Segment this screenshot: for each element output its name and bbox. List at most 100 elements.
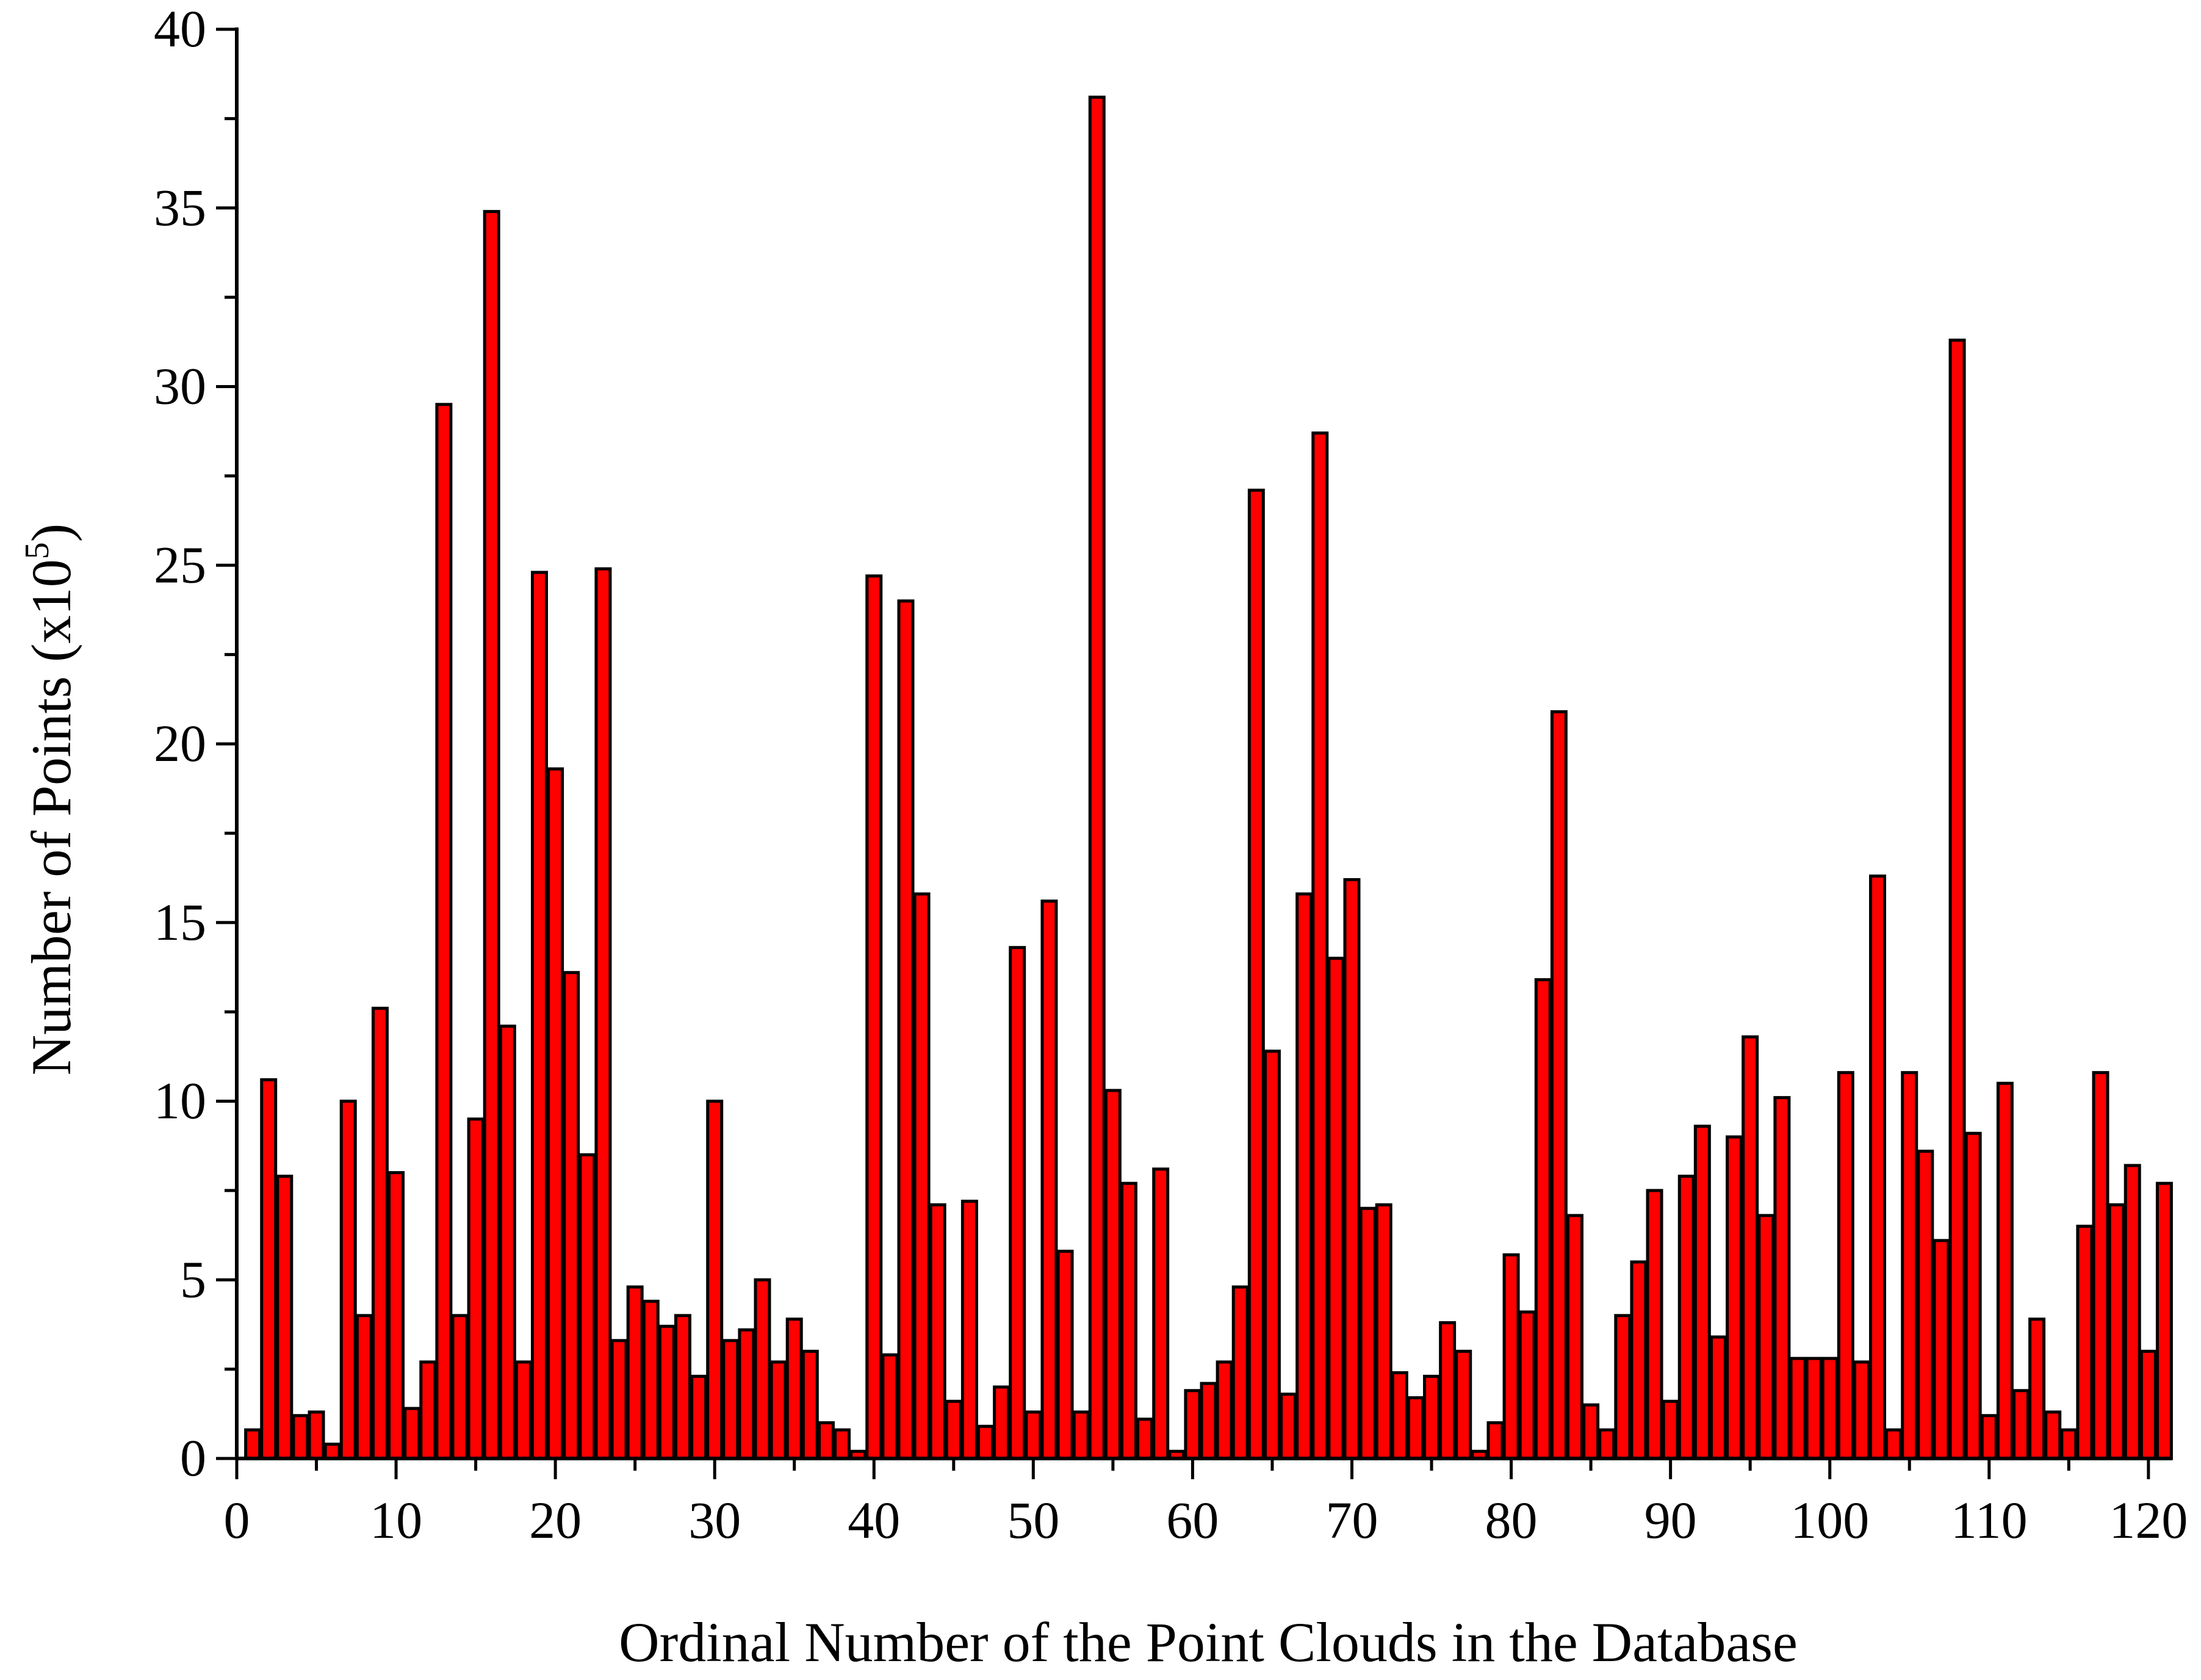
x-tick-label: 70 [1325, 1491, 1378, 1549]
bar-110 [1980, 1414, 1998, 1460]
bar-17 [499, 1025, 516, 1460]
bar-92 [1693, 1124, 1711, 1460]
y-tick-label: 30 [154, 357, 206, 416]
bar-9 [371, 1006, 389, 1460]
bar-80 [1502, 1253, 1520, 1460]
bar-100 [1821, 1357, 1839, 1460]
bar-93 [1709, 1335, 1727, 1460]
bar-32 [738, 1328, 755, 1460]
x-tick-label: 30 [688, 1491, 741, 1549]
y-tick-label: 25 [154, 535, 206, 594]
bar-91 [1677, 1174, 1695, 1460]
bar-121 [2155, 1181, 2173, 1460]
bar-64 [1247, 488, 1265, 1460]
x-axis-title: Ordinal Number of the Point Clouds in th… [619, 1611, 1798, 1673]
x-tick-label: 10 [370, 1491, 422, 1549]
bar-72 [1375, 1203, 1392, 1460]
bar-40 [865, 574, 883, 1460]
y-tick-label: 15 [154, 893, 206, 951]
bar-68 [1311, 431, 1329, 1460]
bar-103 [1869, 874, 1887, 1460]
bar-99 [1805, 1357, 1823, 1460]
bar-12 [419, 1360, 437, 1460]
bar-6 [323, 1443, 341, 1460]
bar-116 [2076, 1224, 2094, 1460]
x-tick-label: 80 [1485, 1491, 1538, 1549]
bar-41 [881, 1353, 899, 1460]
bar-2 [260, 1078, 278, 1460]
y-tick-label: 0 [180, 1429, 206, 1487]
bar-3 [276, 1174, 294, 1460]
bar-97 [1773, 1096, 1791, 1460]
x-tick-label: 40 [848, 1491, 900, 1549]
x-tick-label: 110 [1951, 1491, 2028, 1549]
bar-50 [1025, 1410, 1042, 1460]
bar-95 [1742, 1035, 1759, 1460]
bar-47 [977, 1424, 995, 1460]
x-tick-label: 100 [1790, 1491, 1869, 1549]
bar-74 [1407, 1396, 1424, 1460]
bar-1 [244, 1428, 262, 1460]
bar-16 [483, 210, 500, 1460]
bar-53 [1072, 1410, 1090, 1460]
bar-30 [706, 1100, 724, 1460]
bar-109 [1964, 1131, 1982, 1460]
bar-79 [1486, 1421, 1504, 1460]
bar-106 [1917, 1149, 1934, 1460]
bar-26 [642, 1299, 660, 1460]
bar-44 [929, 1203, 946, 1460]
bar-113 [2028, 1318, 2046, 1460]
bar-77 [1455, 1349, 1472, 1460]
bar-87 [1614, 1314, 1632, 1460]
bar-102 [1853, 1360, 1870, 1460]
ticks: 0 5 10 15 20 25 30 35 40 0 10 20 30 40 50 60 70 80 90 100 11… [154, 0, 2188, 1549]
bar-69 [1327, 956, 1345, 1460]
x-tick-label: 20 [529, 1491, 582, 1549]
bar-52 [1056, 1249, 1074, 1460]
bar-119 [2124, 1164, 2141, 1460]
bar-85 [1582, 1403, 1600, 1460]
bar-75 [1423, 1374, 1441, 1460]
bar-115 [2060, 1428, 2078, 1460]
bar-22 [578, 1153, 596, 1460]
bar-36 [801, 1349, 819, 1460]
y-tick-label: 20 [154, 714, 206, 773]
bar-25 [626, 1285, 644, 1460]
bar-49 [1009, 946, 1026, 1460]
bar-73 [1391, 1371, 1408, 1460]
bar-54 [1088, 95, 1106, 1460]
bar-63 [1231, 1285, 1249, 1460]
y-tick-label: 5 [180, 1250, 206, 1308]
bar-48 [993, 1385, 1010, 1460]
bar-98 [1789, 1357, 1807, 1460]
bar-84 [1566, 1214, 1583, 1460]
bar-7 [339, 1100, 357, 1460]
bar-108 [1948, 338, 1966, 1460]
bar-88 [1630, 1260, 1648, 1460]
bar-104 [1885, 1428, 1903, 1460]
bar-101 [1837, 1071, 1854, 1460]
y-tick-label: 10 [154, 1072, 206, 1130]
bar-70 [1343, 878, 1361, 1460]
bar-94 [1726, 1135, 1743, 1460]
bar-38 [834, 1428, 851, 1460]
bar-112 [2012, 1389, 2030, 1460]
bar-58 [1152, 1167, 1170, 1460]
x-tick-label: 0 [224, 1491, 250, 1549]
bar-42 [897, 599, 915, 1460]
bar-14 [451, 1314, 469, 1460]
bar-18 [514, 1360, 532, 1460]
bar-43 [913, 892, 931, 1460]
bar-55 [1104, 1089, 1122, 1460]
bar-66 [1280, 1393, 1297, 1460]
y-axis-title-close: ) [20, 524, 82, 543]
bar-82 [1534, 978, 1552, 1460]
bar-114 [2044, 1410, 2062, 1460]
bar-67 [1295, 892, 1313, 1460]
x-tick-label: 90 [1644, 1491, 1697, 1549]
bar-33 [754, 1278, 771, 1460]
bar-111 [1996, 1081, 2014, 1460]
bar-46 [960, 1199, 978, 1460]
bar-61 [1200, 1382, 1217, 1460]
